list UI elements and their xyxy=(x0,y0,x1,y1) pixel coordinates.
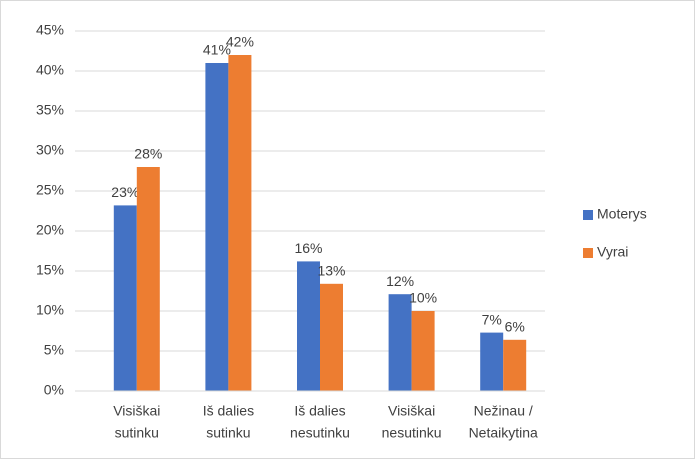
y-tick-label: 40% xyxy=(36,62,64,78)
x-tick-label: Visiškai xyxy=(113,403,160,419)
x-tick-label: sutinku xyxy=(115,425,159,441)
bar xyxy=(388,294,412,391)
y-tick-label: 45% xyxy=(36,22,64,38)
x-tick-label: sutinku xyxy=(206,425,250,441)
x-tick-label: Nežinau / xyxy=(474,403,533,419)
legend-swatch xyxy=(583,248,593,258)
x-tick-label: Visiškai xyxy=(388,403,435,419)
value-label: 23% xyxy=(111,184,139,200)
x-tick-label: Netaikytina xyxy=(469,425,538,441)
bar xyxy=(297,261,320,391)
y-tick-label: 0% xyxy=(44,382,64,398)
value-label: 10% xyxy=(409,290,437,306)
y-tick-label: 35% xyxy=(36,102,64,118)
y-tick-label: 10% xyxy=(36,302,64,318)
value-label: 6% xyxy=(505,319,525,335)
bar xyxy=(136,167,160,391)
y-tick-label: 15% xyxy=(36,262,64,278)
legend-swatch xyxy=(583,210,593,220)
value-label: 28% xyxy=(134,146,162,162)
x-tick-label: nesutinku xyxy=(290,425,350,441)
x-tick-label: nesutinku xyxy=(382,425,442,441)
legend-label: Moterys xyxy=(597,206,647,222)
x-tick-label: Iš dalies xyxy=(294,403,345,419)
y-tick-label: 30% xyxy=(36,142,64,158)
y-tick-label: 25% xyxy=(36,182,64,198)
y-tick-label: 5% xyxy=(44,342,64,358)
bar xyxy=(411,311,435,391)
value-label: 7% xyxy=(482,311,502,327)
value-label: 13% xyxy=(317,263,345,279)
bar xyxy=(113,205,137,391)
bar xyxy=(228,55,252,391)
value-label: 12% xyxy=(386,273,414,289)
bar xyxy=(320,283,343,391)
bar xyxy=(503,339,527,391)
y-tick-label: 20% xyxy=(36,222,64,238)
legend-label: Vyrai xyxy=(597,244,628,260)
value-label: 42% xyxy=(226,34,254,50)
x-tick-label: Iš dalies xyxy=(203,403,254,419)
bar xyxy=(205,63,229,391)
bar xyxy=(480,332,504,391)
value-label: 41% xyxy=(203,42,231,58)
value-label: 16% xyxy=(294,240,322,256)
